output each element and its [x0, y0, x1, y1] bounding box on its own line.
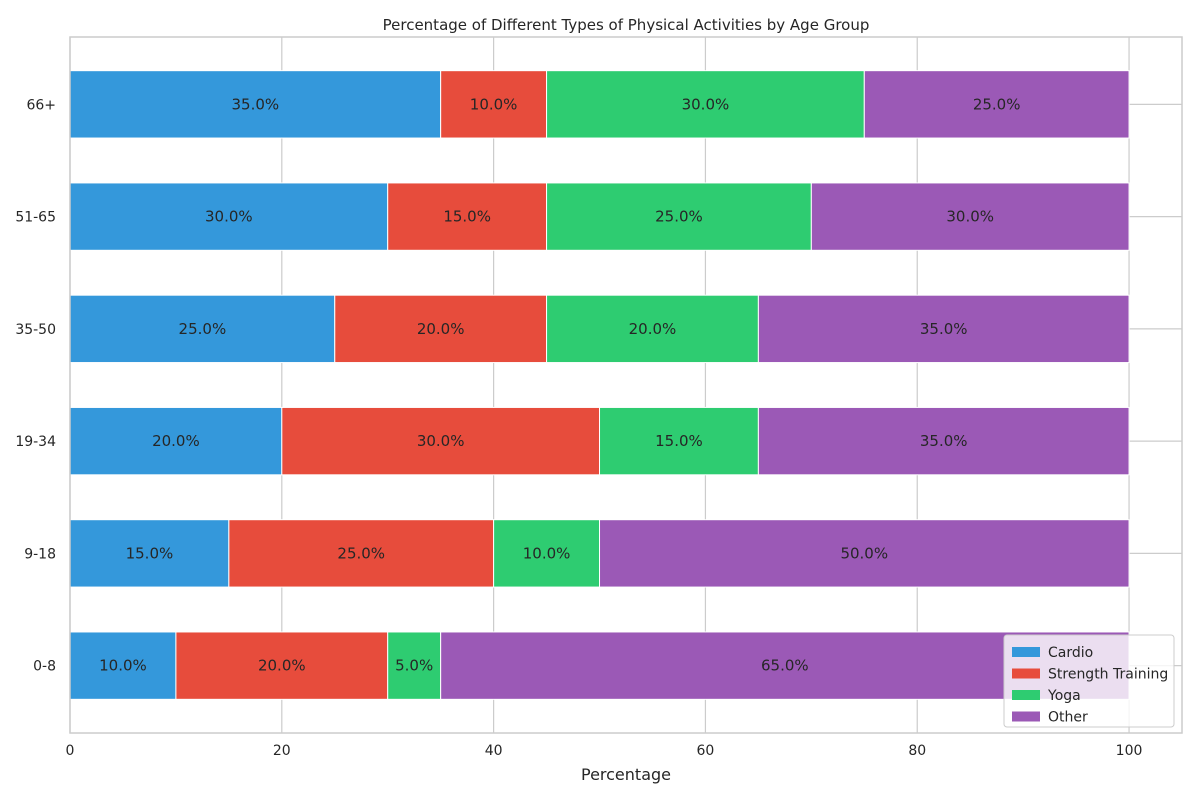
- bar-segment: [228, 519, 495, 588]
- legend-label: Yoga: [1047, 688, 1081, 704]
- bar-value-label: 30.0%: [205, 208, 253, 226]
- bar-segment: [599, 519, 1130, 588]
- bar-value-label: 10.0%: [470, 95, 518, 113]
- chart-title: Percentage of Different Types of Physica…: [383, 16, 870, 34]
- bar-segment: [546, 182, 812, 251]
- bar-segment: [493, 519, 601, 588]
- y-tick-label: 19-34: [15, 434, 56, 450]
- bar-value-label: 20.0%: [258, 657, 306, 675]
- y-tick-label: 51-65: [15, 210, 56, 226]
- y-tick-label: 0-8: [33, 659, 56, 675]
- x-tick-label: 0: [66, 743, 75, 759]
- bar-value-label: 15.0%: [126, 544, 174, 562]
- bar-segment: [863, 70, 1130, 139]
- bar-segment: [334, 294, 548, 364]
- bar-value-label: 30.0%: [682, 95, 730, 113]
- legend-swatch: [1012, 647, 1040, 657]
- bar-value-label: 20.0%: [417, 320, 465, 338]
- bar-segment: [599, 406, 759, 476]
- legend-label: Other: [1048, 710, 1088, 726]
- bar-segment: [69, 70, 442, 139]
- legend-swatch: [1012, 668, 1040, 679]
- y-tick-label: 66+: [26, 97, 56, 113]
- data-labels: 10.0% 20.0% 5.0% 65.0% 15.0% 25.0% 10.0% 50.0% 2…: [99, 95, 1020, 674]
- bar-segment: [387, 182, 548, 251]
- bar-value-label: 15.0%: [655, 432, 703, 450]
- legend-box: [1003, 634, 1175, 728]
- bar-value-label: 20.0%: [152, 432, 200, 450]
- x-tick-label: 60: [697, 743, 715, 759]
- plot-frame: [69, 36, 1183, 734]
- bar-value-label: 20.0%: [629, 320, 677, 338]
- bar-value-label: 25.0%: [337, 544, 385, 562]
- bar-segment: [757, 294, 1130, 364]
- legend-label: Cardio: [1048, 645, 1093, 661]
- x-axis-label: Percentage: [581, 765, 671, 784]
- bar-value-label: 5.0%: [395, 657, 433, 675]
- x-tick-label: 80: [908, 743, 926, 759]
- x-tick-label: 40: [485, 743, 503, 759]
- legend-label: Strength Training: [1048, 667, 1168, 683]
- bar-value-label: 25.0%: [973, 95, 1021, 113]
- bar-value-label: 65.0%: [761, 657, 809, 675]
- bar-segment: [757, 406, 1130, 476]
- y-tick-label: 9-18: [24, 546, 56, 562]
- x-tick-label: 20: [273, 743, 291, 759]
- bar-segment: [546, 294, 759, 364]
- bar-value-label: 35.0%: [232, 95, 280, 113]
- bar-segment: [810, 182, 1130, 251]
- bar-value-label: 15.0%: [443, 208, 491, 226]
- bar-value-label: 35.0%: [920, 320, 968, 338]
- bar-segment: [387, 631, 442, 700]
- bar-value-label: 30.0%: [946, 208, 994, 226]
- bar-value-label: 10.0%: [523, 544, 571, 562]
- legend-swatch: [1012, 711, 1040, 722]
- bar-value-label: 25.0%: [655, 208, 703, 226]
- bar-segment: [69, 406, 283, 476]
- bar-value-label: 50.0%: [840, 544, 888, 562]
- y-tick-label: 35-50: [15, 322, 56, 338]
- bar-segment: [281, 406, 601, 476]
- bar-segment: [546, 70, 865, 139]
- axis-ticks: 0 20 40 60 80 100 0-8 9-18 19-34 35-50 51-65 66+: [15, 97, 1142, 759]
- bar-value-label: 10.0%: [99, 657, 147, 675]
- legend: Cardio Strength Training Yoga Other: [1003, 634, 1175, 728]
- x-tick-label: 100: [1116, 743, 1143, 759]
- bar-value-label: 25.0%: [179, 320, 227, 338]
- bar-segment: [69, 519, 230, 588]
- bar-value-label: 30.0%: [417, 432, 465, 450]
- bar-value-label: 35.0%: [920, 432, 968, 450]
- legend-swatch: [1012, 690, 1040, 700]
